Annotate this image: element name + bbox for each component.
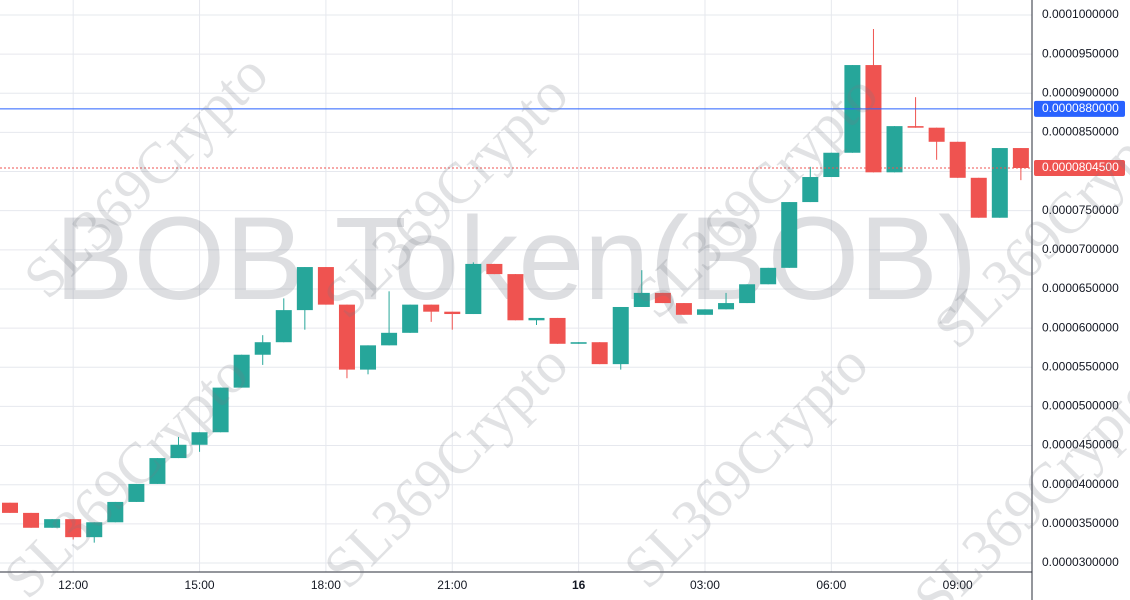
x-tick-label: 09:00 — [943, 578, 973, 592]
x-tick-label: 06:00 — [816, 578, 846, 592]
candle-body — [949, 141, 966, 178]
candle-body — [317, 267, 334, 305]
candle-body — [44, 519, 61, 528]
candle-body — [781, 202, 798, 268]
x-tick-label: 18:00 — [311, 578, 341, 592]
candle-body — [907, 126, 924, 128]
candle-body — [444, 311, 461, 315]
candle-body — [275, 310, 292, 343]
candle-body — [128, 483, 145, 502]
y-tick-label: 0.0000300000 — [1042, 555, 1119, 569]
candle-body — [212, 387, 229, 433]
x-tick-label: 16 — [572, 578, 586, 592]
candle-body — [654, 292, 671, 304]
candle-body — [1012, 148, 1029, 169]
candle-body — [170, 444, 187, 459]
candle-body — [549, 317, 566, 344]
candle-body — [633, 292, 650, 307]
candle-body — [338, 304, 355, 370]
y-tick-label: 0.0000500000 — [1042, 399, 1119, 413]
candle-body — [107, 501, 124, 523]
candle-body — [528, 317, 545, 321]
candle-body — [696, 309, 713, 315]
y-tick-label: 0.0000650000 — [1042, 281, 1119, 295]
candle-body — [2, 502, 18, 513]
price-label-box — [1034, 100, 1125, 117]
candle-body — [191, 432, 208, 445]
candle-body — [86, 522, 103, 538]
candle-body — [865, 65, 882, 173]
candle-body — [970, 177, 987, 218]
candle-body — [591, 342, 608, 365]
candle-body — [823, 152, 840, 178]
candle-body — [402, 304, 419, 333]
candle-body — [486, 263, 503, 275]
x-tick-label: 21:00 — [437, 578, 467, 592]
candle-body — [928, 127, 945, 142]
candle-body — [739, 284, 756, 304]
candle-body — [991, 148, 1008, 218]
candle-body — [507, 274, 524, 321]
y-tick-label: 0.0000950000 — [1042, 46, 1119, 60]
candle-body — [360, 345, 377, 370]
candle-body — [465, 263, 482, 315]
candle-body — [23, 512, 40, 528]
candle-body — [612, 306, 629, 365]
y-tick-label: 0.0000400000 — [1042, 477, 1119, 491]
candle-body — [149, 458, 166, 484]
candle-body — [296, 267, 313, 311]
candle-body — [233, 354, 250, 388]
candle-body — [423, 304, 440, 312]
y-tick-label: 0.0000350000 — [1042, 516, 1119, 530]
y-tick-label: 0.0000900000 — [1042, 85, 1119, 99]
x-tick-label: 03:00 — [690, 578, 720, 592]
candle-body — [254, 342, 271, 355]
x-tick-label: 12:00 — [58, 578, 88, 592]
y-tick-label: 0.0000750000 — [1042, 203, 1119, 217]
y-tick-label: 0.0001000000 — [1042, 7, 1119, 21]
x-tick-label: 15:00 — [185, 578, 215, 592]
candle-body — [381, 332, 398, 346]
y-tick-label: 0.0000700000 — [1042, 242, 1119, 256]
candle-body — [65, 519, 82, 538]
candle-body — [886, 126, 903, 173]
candle-body — [802, 177, 819, 203]
y-tick-label: 0.0000850000 — [1042, 125, 1119, 139]
candle-body — [570, 342, 587, 344]
y-tick-label: 0.0000550000 — [1042, 359, 1119, 373]
candle-body — [718, 303, 735, 310]
candle-body — [675, 303, 692, 315]
y-tick-label: 0.0000450000 — [1042, 438, 1119, 452]
price-label: 0.0000880000 — [1042, 101, 1119, 115]
price-label: 0.0000804500 — [1042, 160, 1119, 174]
y-tick-label: 0.0000600000 — [1042, 320, 1119, 334]
candle-body — [760, 267, 777, 285]
price-label-box — [1034, 160, 1125, 177]
